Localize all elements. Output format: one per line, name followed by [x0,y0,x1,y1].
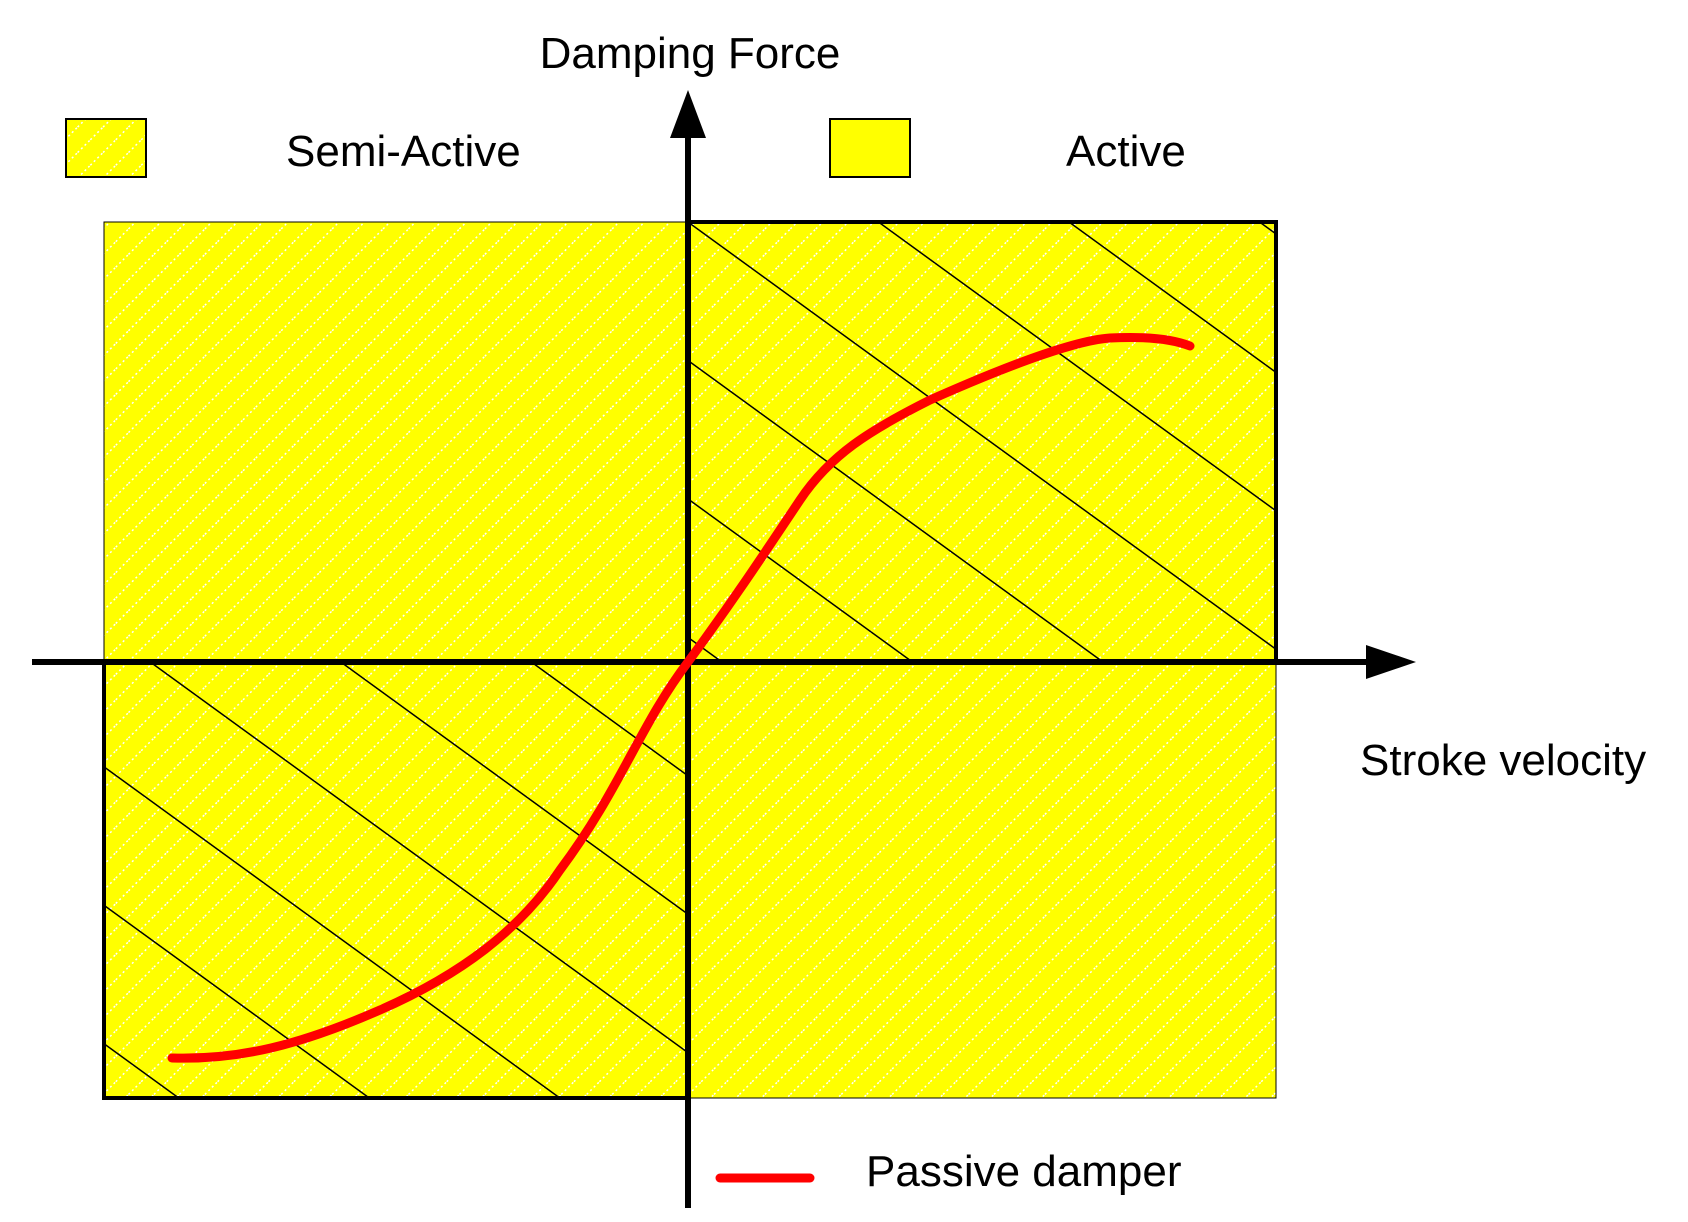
y-axis-label: Damping Force [540,29,841,78]
semi-active-region-bottom-left [102,662,688,1100]
active-region-bottom-right [687,661,1277,1099]
passive-damper-label: Passive damper [866,1147,1181,1196]
active-label: Active [1066,127,1186,176]
semi-active-region-top-right [688,220,1278,662]
active-region-top-left [103,221,689,663]
passive-damper-curve [167,332,1195,1063]
x-axis-label: Stroke velocity [1360,736,1646,785]
legend-active: Active [829,118,1186,178]
active-swatch [829,118,911,178]
x-axis [32,645,1416,679]
legend-semi-active: Semi-Active [65,118,521,178]
y-axis [670,90,706,1208]
legend-passive-damper: Passive damper [715,1147,1181,1196]
semi-active-label: Semi-Active [286,127,521,176]
